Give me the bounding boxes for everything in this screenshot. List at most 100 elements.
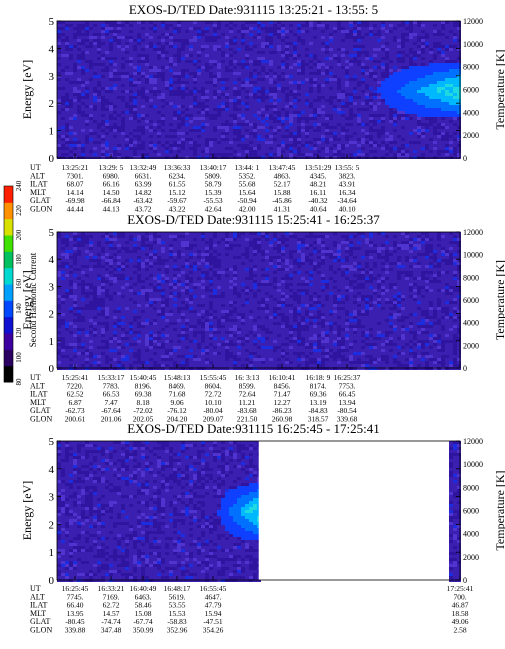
cell-glat: -55.53 xyxy=(203,196,223,205)
plot-frame xyxy=(56,20,461,159)
y-tick-label: 4 xyxy=(49,254,55,266)
cell-ilat: 66.40 xyxy=(67,601,84,610)
y-tick-label: 3 xyxy=(49,281,55,293)
cell-glat: -34.64 xyxy=(337,196,357,205)
cell-ilat: 46.87 xyxy=(452,601,469,610)
cell-alt: 8174. xyxy=(310,381,327,390)
y2-tick-label: 2000 xyxy=(463,553,479,562)
cell-alt: 8469. xyxy=(169,381,186,390)
cell-alt: 7753. xyxy=(339,381,356,390)
y-tick-label: 1 xyxy=(49,547,55,559)
row-label-ut: UT xyxy=(30,373,41,382)
cell-mlt: 15.08 xyxy=(135,609,152,618)
cell-alt: 6980. xyxy=(103,171,120,180)
y2-tick-label: 10000 xyxy=(463,251,483,260)
cell-ilat: 72.72 xyxy=(205,390,222,399)
cell-ilat: 69.36 xyxy=(310,390,327,399)
cell-alt: 6463. xyxy=(135,592,152,601)
plot-frame xyxy=(56,440,461,581)
cell-glon: 41.31 xyxy=(274,205,291,214)
row-label-mlt: MLT xyxy=(30,188,46,197)
cell-mlt: 12.27 xyxy=(274,398,291,407)
cell-ut: 13:36:33 xyxy=(164,163,191,172)
spectrogram-panel-3 xyxy=(56,440,461,582)
y2-tick-label: 6000 xyxy=(463,507,479,516)
cell-glat: -86.23 xyxy=(272,406,292,415)
cell-ut: 13:51:29 xyxy=(305,163,332,172)
y-tick-label: 3 xyxy=(49,71,55,83)
y2-tick-label: 4000 xyxy=(463,319,479,328)
y-tick-label: 4 xyxy=(49,464,55,476)
cell-ilat: 66.53 xyxy=(103,390,120,399)
cell-glon: 347.48 xyxy=(101,626,122,635)
cell-glat: -80.04 xyxy=(203,406,223,415)
cell-glon: 43.22 xyxy=(169,205,186,214)
cell-ilat: 62.72 xyxy=(103,601,120,610)
cell-glat: -50.94 xyxy=(237,196,257,205)
colorbar-tick-label: 100 xyxy=(15,352,23,363)
y2-tick-label: 8000 xyxy=(463,273,479,282)
cell-glat: -67.64 xyxy=(101,406,121,415)
cell-alt: 8456. xyxy=(274,381,291,390)
row-label-glon: GLON xyxy=(30,415,52,424)
cell-ilat: 48.21 xyxy=(310,180,327,189)
cell-glon: 318.57 xyxy=(308,415,329,424)
cell-mlt: 15.94 xyxy=(205,609,222,618)
row-label-alt: ALT xyxy=(30,592,45,601)
cell-glon: 221.50 xyxy=(237,415,258,424)
cell-alt: 3823. xyxy=(339,171,356,180)
y2-tick-label: 0 xyxy=(463,364,467,373)
cell-ilat: 55.68 xyxy=(239,180,256,189)
cell-glat: -47.51 xyxy=(203,617,223,626)
cell-alt: 6631. xyxy=(135,171,152,180)
colorbar-tick-label: 180 xyxy=(15,254,23,265)
cell-alt: 4345. xyxy=(310,171,327,180)
cell-glat: -40.32 xyxy=(308,196,328,205)
cell-mlt: 15.64 xyxy=(239,188,256,197)
y-tick-label: 0 xyxy=(49,575,55,587)
colorbar-swatch xyxy=(4,218,13,236)
cell-ilat: 61.55 xyxy=(169,180,186,189)
cell-alt: 8196. xyxy=(135,381,152,390)
row-label-glat: GLAT xyxy=(30,617,51,626)
y2-tick-label: 10000 xyxy=(463,40,483,49)
row-label-ilat: ILAT xyxy=(30,390,47,399)
y-tick-label: 1 xyxy=(49,126,55,138)
cell-glat: -74.74 xyxy=(101,617,121,626)
colorbar-tick-label: 240 xyxy=(15,180,23,191)
cell-ut: 13:25:21 xyxy=(62,163,89,172)
y2-tick-label: 8000 xyxy=(463,63,479,72)
cell-alt: 8599. xyxy=(239,381,256,390)
cell-mlt: 14.14 xyxy=(67,188,84,197)
cell-ut: 15:40:45 xyxy=(130,373,157,382)
cell-ilat: 62.52 xyxy=(67,390,84,399)
panel-title: EXOS-D/TED Date:931115 13:25:21 - 13:55:… xyxy=(129,2,378,17)
cell-glon: 40.64 xyxy=(310,205,327,214)
row-label-mlt: MLT xyxy=(30,609,46,618)
cell-ut: 13:32:49 xyxy=(130,163,157,172)
cell-glon: 201.06 xyxy=(101,415,122,424)
cell-glat: -67.74 xyxy=(133,617,153,626)
colorbar-frame xyxy=(3,185,14,383)
cell-ut: 15:48:13 xyxy=(164,373,191,382)
data-gap xyxy=(258,441,448,580)
y-tick-label: 3 xyxy=(49,492,55,504)
cell-ilat: 72.64 xyxy=(239,390,256,399)
colorbar-swatch xyxy=(4,202,13,220)
panel-title: EXOS-D/TED Date:931115 16:25:45 - 17:25:… xyxy=(127,421,380,436)
cell-glat: -66.84 xyxy=(101,196,121,205)
heatmap-cells-2 xyxy=(57,232,461,370)
cell-ilat: 71.68 xyxy=(169,390,186,399)
cell-ilat: 71.47 xyxy=(274,390,291,399)
cell-ut: 17:25:41 xyxy=(447,584,474,593)
panel-title: EXOS-D/TED Date:931115 15:25:41 - 16:25:… xyxy=(127,212,380,227)
y-axis-label: Energy [eV] xyxy=(20,270,34,329)
cell-ut: 15:33:17 xyxy=(98,373,125,382)
cell-ut: 16:10:41 xyxy=(269,373,296,382)
cell-alt: 7301. xyxy=(67,171,84,180)
cell-ut: 16:55:45 xyxy=(200,584,227,593)
cell-ilat: 68.07 xyxy=(67,180,84,189)
row-label-glon: GLON xyxy=(30,626,52,635)
cell-ut: 15:25:41 xyxy=(62,373,89,382)
cell-glon: 42.00 xyxy=(239,205,256,214)
